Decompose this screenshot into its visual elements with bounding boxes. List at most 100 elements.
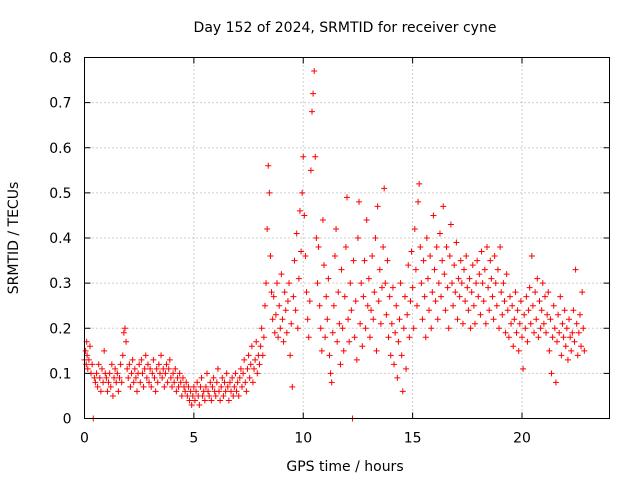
data-point — [104, 388, 111, 395]
x-tick-label: 0 — [80, 431, 89, 447]
data-point — [226, 379, 233, 386]
data-point — [350, 257, 357, 264]
data-point — [347, 280, 354, 287]
data-point — [497, 244, 504, 251]
data-point — [232, 370, 239, 377]
data-point — [263, 280, 270, 287]
data-point — [525, 307, 532, 314]
data-point — [492, 280, 499, 287]
data-point — [210, 374, 217, 381]
data-point — [221, 379, 228, 386]
data-point — [303, 289, 310, 296]
data-point — [387, 352, 394, 359]
data-point — [266, 189, 273, 196]
data-point — [207, 379, 214, 386]
data-point — [488, 275, 495, 282]
data-point — [93, 370, 100, 377]
data-point — [94, 383, 101, 390]
data-point — [491, 253, 498, 260]
data-point — [324, 316, 331, 323]
data-point — [476, 271, 483, 278]
data-point — [419, 316, 426, 323]
data-point — [243, 388, 250, 395]
data-point — [467, 325, 474, 332]
data-point — [298, 248, 305, 255]
data-point — [213, 379, 220, 386]
data-point — [551, 325, 558, 332]
data-point — [496, 325, 503, 332]
data-point — [241, 356, 248, 363]
data-point — [237, 365, 244, 372]
data-point — [189, 392, 196, 399]
data-point — [539, 280, 546, 287]
data-point — [142, 352, 149, 359]
data-point — [386, 293, 393, 300]
data-point — [214, 365, 221, 372]
data-point — [364, 302, 371, 309]
data-point — [520, 365, 527, 372]
data-point — [435, 280, 442, 287]
data-point — [245, 352, 252, 359]
data-point — [151, 374, 158, 381]
data-point — [82, 347, 89, 354]
y-tick-label: 0.6 — [49, 141, 71, 157]
data-point — [143, 374, 150, 381]
data-point — [170, 370, 177, 377]
data-point — [201, 397, 208, 404]
data-point — [427, 253, 434, 260]
data-point — [179, 374, 186, 381]
data-point — [400, 325, 407, 332]
data-point — [109, 392, 116, 399]
data-point — [444, 284, 451, 291]
data-point — [139, 370, 146, 377]
data-point — [494, 266, 501, 273]
data-point — [206, 392, 213, 399]
data-point — [433, 244, 440, 251]
data-point — [362, 325, 369, 332]
data-point — [183, 379, 190, 386]
ticks-layer: 0 5 10 15 20 0 0.1 0.2 0.3 0.4 0.5 0.6 0.7 0.8 — [49, 51, 610, 447]
data-point — [417, 244, 424, 251]
data-point — [375, 298, 382, 305]
data-point — [138, 356, 145, 363]
data-point — [144, 361, 151, 368]
data-point — [156, 370, 163, 377]
data-point — [454, 316, 461, 323]
data-point — [466, 275, 473, 282]
data-point — [225, 397, 232, 404]
data-point — [415, 198, 422, 205]
data-point — [311, 68, 318, 75]
data-point — [487, 257, 494, 264]
data-point — [280, 338, 287, 345]
data-point — [374, 203, 381, 210]
data-point — [523, 293, 530, 300]
data-point — [287, 352, 294, 359]
data-point — [555, 311, 562, 318]
data-point — [240, 370, 247, 377]
x-axis-title: GPS time / hours — [286, 459, 403, 475]
data-point — [511, 316, 518, 323]
data-point — [462, 298, 469, 305]
data-point — [431, 266, 438, 273]
data-point — [538, 307, 545, 314]
data-point — [171, 379, 178, 386]
data-point — [428, 325, 435, 332]
data-point — [247, 361, 254, 368]
data-point — [316, 302, 323, 309]
data-point — [244, 365, 251, 372]
data-point — [106, 370, 113, 377]
data-point — [441, 271, 448, 278]
data-point — [140, 383, 147, 390]
data-point — [365, 275, 372, 282]
data-point — [456, 293, 463, 300]
data-point — [535, 334, 542, 341]
data-point — [416, 180, 423, 187]
data-point — [84, 352, 91, 359]
data-point — [392, 329, 399, 336]
data-point — [524, 338, 531, 345]
x-tick-label: 10 — [294, 431, 312, 447]
data-point — [336, 320, 343, 327]
y-tick-label: 0 — [63, 412, 72, 428]
data-point — [393, 302, 400, 309]
data-point — [389, 284, 396, 291]
